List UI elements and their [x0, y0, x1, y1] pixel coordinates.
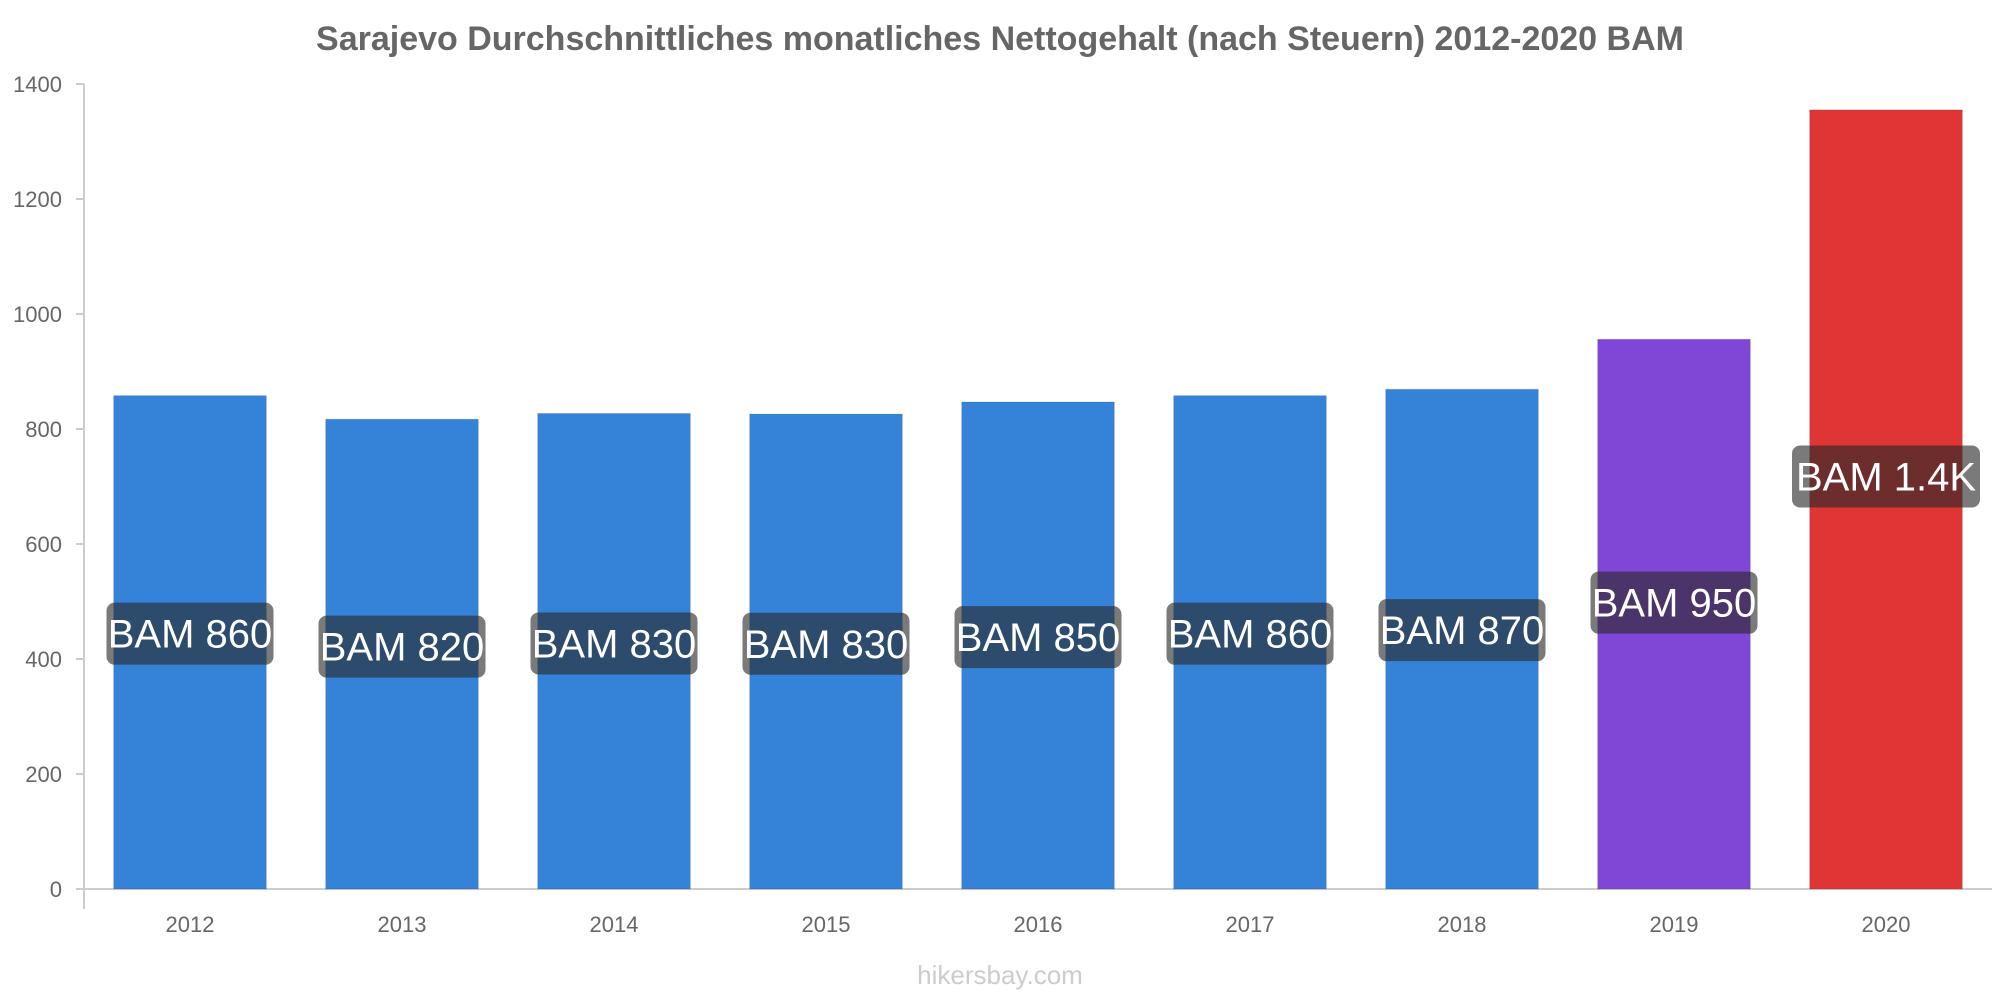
y-tick-label: 200 — [25, 762, 62, 787]
data-label: BAM 950 — [1592, 582, 1757, 626]
y-tick-label: 800 — [25, 417, 62, 442]
data-label: BAM 830 — [744, 623, 909, 667]
data-label: BAM 860 — [1168, 613, 1333, 657]
data-label: BAM 870 — [1380, 609, 1545, 653]
x-tick-label: 2020 — [1862, 912, 1911, 937]
data-label-bg — [1378, 599, 1546, 662]
y-tick-label: 400 — [25, 647, 62, 672]
data-label: BAM 850 — [956, 616, 1121, 660]
x-tick-label: 2015 — [802, 912, 851, 937]
data-label: BAM 1.4K — [1796, 455, 1976, 499]
data-label-bg — [1792, 445, 1980, 508]
data-label-bg — [530, 612, 698, 675]
y-tick-label: 0 — [50, 877, 62, 902]
x-tick-label: 2014 — [590, 912, 639, 937]
data-label-bg — [106, 602, 274, 665]
x-tick-label: 2013 — [378, 912, 427, 937]
y-tick-label: 1000 — [13, 302, 62, 327]
x-tick-label: 2012 — [166, 912, 215, 937]
data-label-bg — [742, 612, 910, 675]
data-label-bg — [1590, 571, 1758, 634]
data-label-bg — [318, 615, 486, 678]
data-label: BAM 830 — [532, 622, 697, 666]
x-tick-label: 2018 — [1438, 912, 1487, 937]
y-tick-label: 1200 — [13, 187, 62, 212]
chart-title: Sarajevo Durchschnittliches monatliches … — [316, 20, 1684, 58]
x-tick-label: 2017 — [1226, 912, 1275, 937]
data-label: BAM 860 — [108, 613, 273, 657]
data-label: BAM 820 — [320, 626, 485, 670]
data-label-bg — [954, 606, 1122, 669]
y-tick-label: 600 — [25, 532, 62, 557]
x-tick-label: 2016 — [1014, 912, 1063, 937]
data-label-bg — [1166, 602, 1334, 665]
y-tick-label: 1400 — [13, 72, 62, 97]
watermark: hikersbay.com — [917, 960, 1083, 990]
x-tick-label: 2019 — [1650, 912, 1699, 937]
